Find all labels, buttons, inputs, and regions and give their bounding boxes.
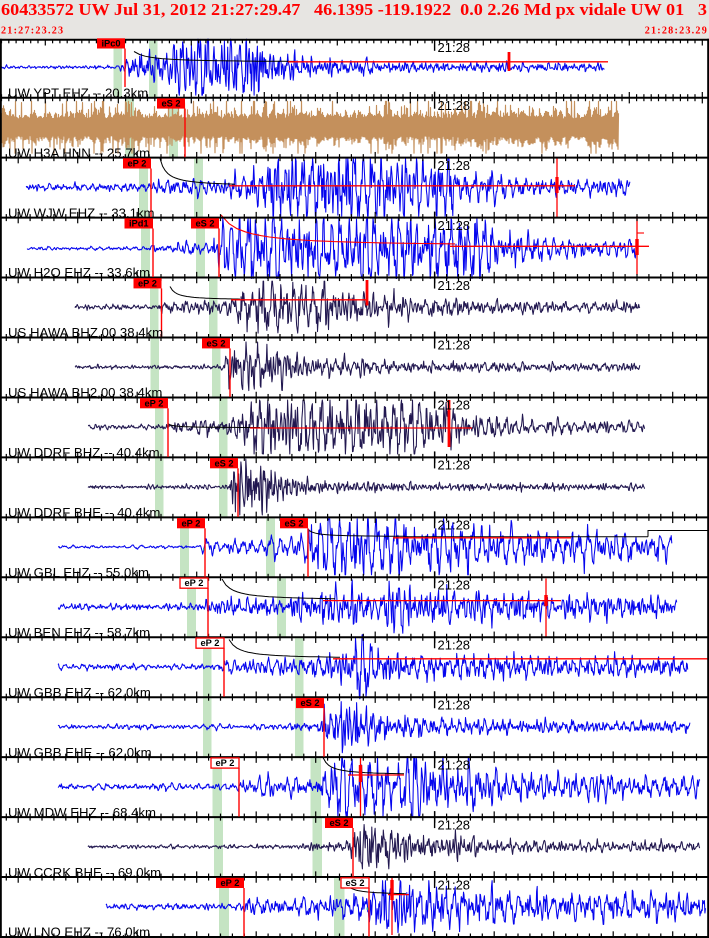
svg-text:21:28: 21:28	[438, 158, 471, 173]
svg-text:UW CCRK BHE -- 69.0km: UW CCRK BHE -- 69.0km	[8, 865, 161, 880]
svg-text:UW DDRF BHE -- 40.4km: UW DDRF BHE -- 40.4km	[8, 505, 160, 520]
svg-text:UW WJW EHZ -- 33.1km: UW WJW EHZ -- 33.1km	[8, 205, 155, 220]
svg-text:eP 2: eP 2	[216, 758, 235, 768]
svg-text:UW YPT EHZ -- 20.3km: UW YPT EHZ -- 20.3km	[8, 85, 148, 100]
svg-text:eP 2: eP 2	[201, 638, 220, 648]
svg-text:US HAWA BHZ,00 38.4km: US HAWA BHZ,00 38.4km	[8, 325, 163, 340]
svg-text:UW LNQ EHZ -- 76.0km: UW LNQ EHZ -- 76.0km	[8, 925, 150, 938]
svg-text:UW H3A HNN -- 25.7km: UW H3A HNN -- 25.7km	[8, 145, 150, 160]
svg-text:UW DDRF BHZ -- 40.4km: UW DDRF BHZ -- 40.4km	[8, 445, 160, 460]
svg-text:21:28: 21:28	[438, 338, 471, 353]
svg-text:21:28: 21:28	[438, 518, 471, 533]
svg-text:eP 2: eP 2	[185, 578, 204, 588]
svg-text:21:27:23.23: 21:27:23.23	[1, 26, 64, 37]
svg-text:60433572 UW Jul 31, 2012 21:27: 60433572 UW Jul 31, 2012 21:27:29.47 46.…	[1, 0, 707, 19]
svg-text:eP 2: eP 2	[138, 278, 157, 288]
svg-text:iPd1: iPd1	[129, 219, 149, 229]
svg-text:iPc0: iPc0	[101, 39, 120, 49]
svg-text:21:28: 21:28	[438, 278, 471, 293]
svg-text:21:28: 21:28	[438, 697, 471, 712]
svg-text:UW BEN EHZ -- 58.7km: UW BEN EHZ -- 58.7km	[8, 625, 150, 640]
svg-text:UW MDW EHZ -- 68.4km: UW MDW EHZ -- 68.4km	[8, 805, 156, 820]
svg-text:21:28:23.29: 21:28:23.29	[645, 26, 708, 37]
svg-text:eS 2: eS 2	[206, 338, 225, 348]
svg-text:eS 2: eS 2	[345, 878, 364, 888]
svg-text:21:28: 21:28	[438, 817, 471, 832]
svg-text:21:28: 21:28	[438, 398, 471, 413]
svg-text:eP 2: eP 2	[128, 159, 147, 169]
svg-text:21:28: 21:28	[438, 578, 471, 593]
svg-text:eP 2: eP 2	[145, 398, 164, 408]
svg-text:eS 2: eS 2	[300, 698, 319, 708]
svg-text:UW H2O EHZ -- 33.6km: UW H2O EHZ -- 33.6km	[8, 265, 150, 280]
svg-text:UW GBB EHZ -- 62.0km: UW GBB EHZ -- 62.0km	[8, 685, 151, 700]
svg-text:21:28: 21:28	[438, 218, 471, 233]
svg-text:eS 2: eS 2	[161, 99, 180, 109]
svg-text:UW GBL EHZ -- 55.0km: UW GBL EHZ -- 55.0km	[8, 565, 149, 580]
svg-text:eP 2: eP 2	[182, 518, 201, 528]
svg-text:21:28: 21:28	[438, 638, 471, 653]
svg-text:21:28: 21:28	[438, 757, 471, 772]
svg-text:eS 2: eS 2	[284, 518, 303, 528]
svg-text:21:28: 21:28	[438, 877, 471, 892]
svg-text:US HAWA BH2,00 38.4km: US HAWA BH2,00 38.4km	[8, 385, 162, 400]
svg-text:eP 2: eP 2	[221, 878, 240, 888]
svg-text:21:28: 21:28	[438, 40, 471, 55]
svg-text:UW GBB EHE -- 62.0km: UW GBB EHE -- 62.0km	[8, 745, 152, 760]
svg-text:eS 2: eS 2	[214, 458, 233, 468]
svg-text:eS 2: eS 2	[195, 219, 214, 229]
svg-text:eS 2: eS 2	[329, 818, 348, 828]
svg-text:21:28: 21:28	[438, 98, 471, 113]
svg-text:21:28: 21:28	[438, 458, 471, 473]
